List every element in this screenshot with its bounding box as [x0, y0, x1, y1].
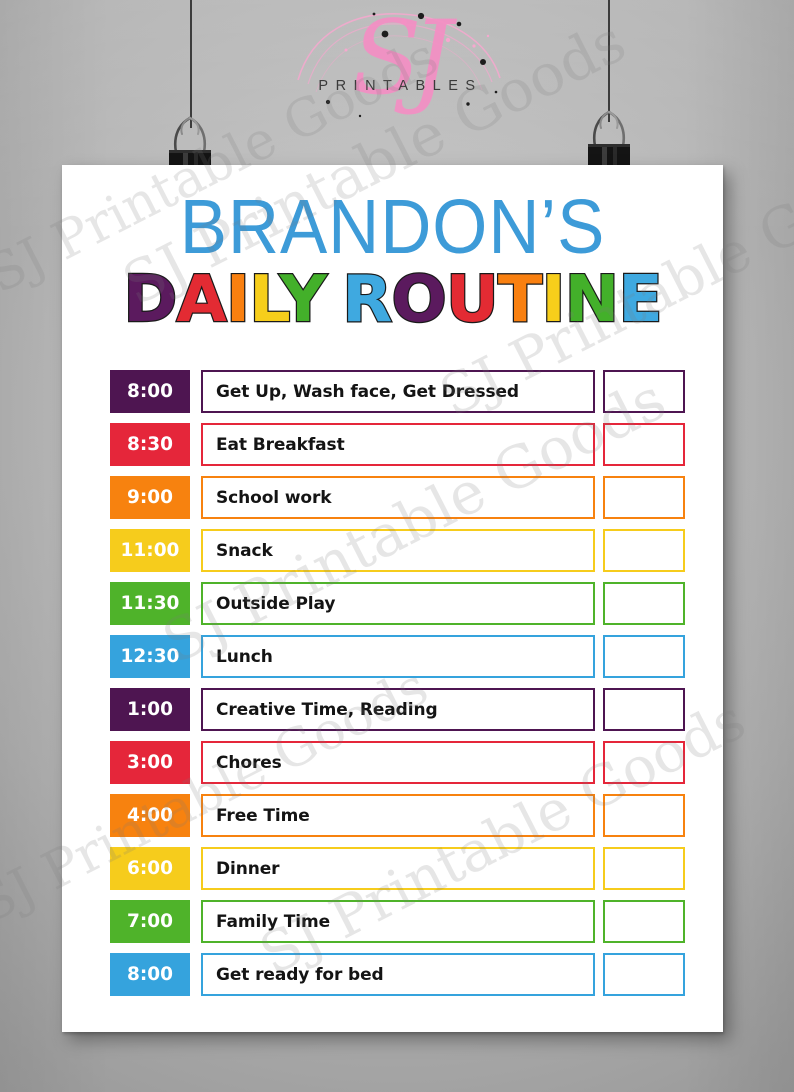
page-title-routine: DAILY ROUTINE	[55, 267, 729, 333]
routine-title-letter-y-4: Y	[278, 263, 328, 337]
schedule-checkbox[interactable]	[603, 688, 685, 731]
logo-monogram: SJ	[351, 0, 453, 118]
schedule-time-block: 4:00	[110, 794, 190, 837]
schedule-time-block: 11:00	[110, 529, 190, 572]
schedule-time-block: 8:00	[110, 370, 190, 413]
routine-title-letter-o-7: O	[390, 263, 448, 337]
schedule-checkbox[interactable]	[603, 582, 685, 625]
routine-title-letter-a-1: A	[175, 263, 228, 337]
schedule-checkbox[interactable]	[603, 741, 685, 784]
routine-title-letter-n-11: N	[563, 263, 620, 337]
schedule-row: 11:30 Outside Play	[110, 582, 685, 625]
schedule-task-box: Family Time	[201, 900, 595, 943]
schedule-time-block: 7:00	[110, 900, 190, 943]
routine-title-letter-l-3: L	[248, 263, 282, 337]
routine-title-letter-t-9: T	[497, 263, 544, 337]
schedule-task-box: Eat Breakfast	[201, 423, 595, 466]
schedule-task-box: Free Time	[201, 794, 595, 837]
schedule-checkbox[interactable]	[603, 476, 685, 519]
page-title-name: BRANDON’S	[179, 184, 606, 270]
schedule-task-box: Get Up, Wash face, Get Dressed	[201, 370, 595, 413]
schedule-checkbox[interactable]	[603, 370, 685, 413]
schedule-task-box: Creative Time, Reading	[201, 688, 595, 731]
schedule-task-box: Dinner	[201, 847, 595, 890]
hanging-string-left	[190, 0, 192, 128]
schedule-checkbox[interactable]	[603, 529, 685, 572]
schedule-task-box: Snack	[201, 529, 595, 572]
schedule-time-block: 11:30	[110, 582, 190, 625]
schedule-row: 3:00 Chores	[110, 741, 685, 784]
schedule-time-block: 6:00	[110, 847, 190, 890]
schedule-row: 9:00 School work	[110, 476, 685, 519]
routine-title-letter-d-0: D	[122, 263, 179, 337]
routine-title-letter-i-10: I	[540, 263, 567, 337]
schedule-task-box: School work	[201, 476, 595, 519]
schedule-row: 1:00 Creative Time, Reading	[110, 688, 685, 731]
routine-title-letter-e-12: E	[617, 263, 664, 337]
schedule-row: 8:30 Eat Breakfast	[110, 423, 685, 466]
schedule-checkbox[interactable]	[603, 847, 685, 890]
routine-title-letter-r-6: R	[341, 263, 394, 337]
schedule-task-box: Lunch	[201, 635, 595, 678]
schedule-time-block: 8:30	[110, 423, 190, 466]
daily-routine-schedule: 8:00 Get Up, Wash face, Get Dressed 8:30 Ea…	[110, 370, 685, 996]
schedule-time-block: 12:30	[110, 635, 190, 678]
schedule-checkbox[interactable]	[603, 953, 685, 996]
schedule-row: 6:00 Dinner	[110, 847, 685, 890]
hanging-string-right	[608, 0, 610, 122]
schedule-row: 11:00 Snack	[110, 529, 685, 572]
schedule-row: 7:00 Family Time	[110, 900, 685, 943]
schedule-task-box: Chores	[201, 741, 595, 784]
schedule-task-box: Outside Play	[201, 582, 595, 625]
schedule-checkbox[interactable]	[603, 900, 685, 943]
brand-logo: SJ PRINTABLES	[0, 0, 794, 140]
schedule-time-block: 3:00	[110, 741, 190, 784]
logo-wordmark: PRINTABLES	[318, 78, 483, 94]
printable-poster-sheet: BRANDON’S DAILY ROUTINE 8:00 Get Up, Wash …	[62, 165, 723, 1032]
schedule-row: 8:00 Get ready for bed	[110, 953, 685, 996]
schedule-checkbox[interactable]	[603, 423, 685, 466]
schedule-time-block: 9:00	[110, 476, 190, 519]
schedule-row: 12:30 Lunch	[110, 635, 685, 678]
schedule-row: 4:00 Free Time	[110, 794, 685, 837]
schedule-checkbox[interactable]	[603, 635, 685, 678]
schedule-task-box: Get ready for bed	[201, 953, 595, 996]
schedule-checkbox[interactable]	[603, 794, 685, 837]
routine-title-letter-u-8: U	[445, 263, 500, 337]
schedule-time-block: 1:00	[110, 688, 190, 731]
schedule-time-block: 8:00	[110, 953, 190, 996]
schedule-row: 8:00 Get Up, Wash face, Get Dressed	[110, 370, 685, 413]
routine-title-letter-i-2: I	[225, 263, 252, 337]
